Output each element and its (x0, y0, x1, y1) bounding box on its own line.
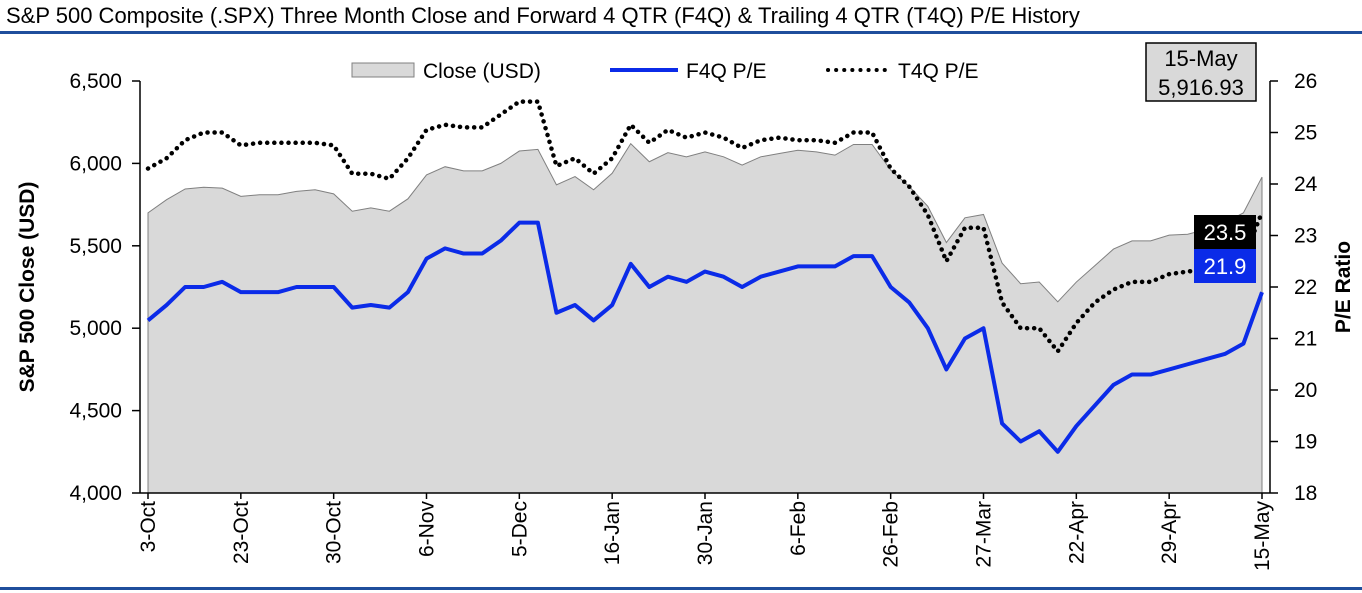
y-right-tick-label: 20 (1294, 379, 1317, 402)
legend-label-f4q: F4Q P/E (686, 60, 767, 83)
f4q-pe-line (146, 220, 1264, 454)
y-right-tick-label: 19 (1294, 431, 1317, 454)
x-tick-label: 22-Apr (1065, 501, 1088, 564)
last-close-callout: 15-May 5,916.93 (1145, 42, 1257, 102)
y-right-tick-label: 25 (1294, 122, 1317, 145)
legend-label-t4q: T4Q P/E (898, 60, 979, 83)
x-tick-label: 30-Jan (694, 501, 717, 565)
x-tick-label: 29-Apr (1158, 501, 1181, 564)
x-tick-label: 16-Jan (601, 501, 624, 565)
legend-swatch-close (351, 62, 415, 78)
f4q-end-label: 21.9 (1194, 249, 1256, 283)
x-tick-label: 3-Oct (137, 501, 160, 553)
y-left-tick-label: 5,000 (69, 317, 122, 340)
y-left-axis-title: S&P 500 Close (USD) (16, 182, 39, 393)
y-right-tick-label: 18 (1294, 482, 1317, 505)
chart-title: S&P 500 Composite (.SPX) Three Month Clo… (6, 3, 1080, 28)
x-tick-label: 15-May (1251, 501, 1274, 572)
y-left-tick-label: 6,500 (69, 70, 122, 93)
x-tick-label: 26-Feb (880, 501, 903, 568)
y-right-axis-title: P/E Ratio (1332, 241, 1355, 333)
bottom-rule (0, 587, 1362, 590)
f4q-end-value: 21.9 (1204, 254, 1247, 279)
y-right-tick-label: 21 (1294, 328, 1317, 351)
y-left-tick-label: 4,500 (69, 400, 122, 423)
x-tick-label: 30-Oct (323, 501, 346, 564)
callout-value: 5,916.93 (1158, 75, 1244, 100)
t4q-end-label: 23.5 (1194, 215, 1256, 249)
x-tick-label: 23-Oct (230, 501, 253, 564)
y-right-tick-label: 26 (1294, 70, 1317, 93)
x-tick-label: 6-Feb (787, 501, 810, 556)
chart-legend: Close (USD) F4Q P/E T4Q P/E (351, 60, 979, 83)
x-tick-label: 6-Nov (416, 501, 439, 558)
t4q-end-value: 23.5 (1204, 220, 1247, 245)
callout-date: 15-May (1164, 46, 1237, 71)
y-right-tick-label: 22 (1294, 276, 1317, 299)
title-rule (0, 31, 1362, 34)
y-right-tick-label: 24 (1294, 173, 1318, 196)
y-left-tick-label: 4,000 (69, 482, 122, 505)
t4q-pe-line (145, 99, 1265, 354)
x-tick-label: 5-Dec (508, 501, 531, 557)
x-tick-label: 27-Mar (973, 501, 996, 568)
y-left-tick-label: 5,500 (69, 235, 122, 258)
y-left-tick-label: 6,000 (69, 152, 122, 175)
y-right-tick-label: 23 (1294, 225, 1317, 248)
close-area (147, 142, 1263, 494)
legend-label-close: Close (USD) (423, 60, 541, 83)
